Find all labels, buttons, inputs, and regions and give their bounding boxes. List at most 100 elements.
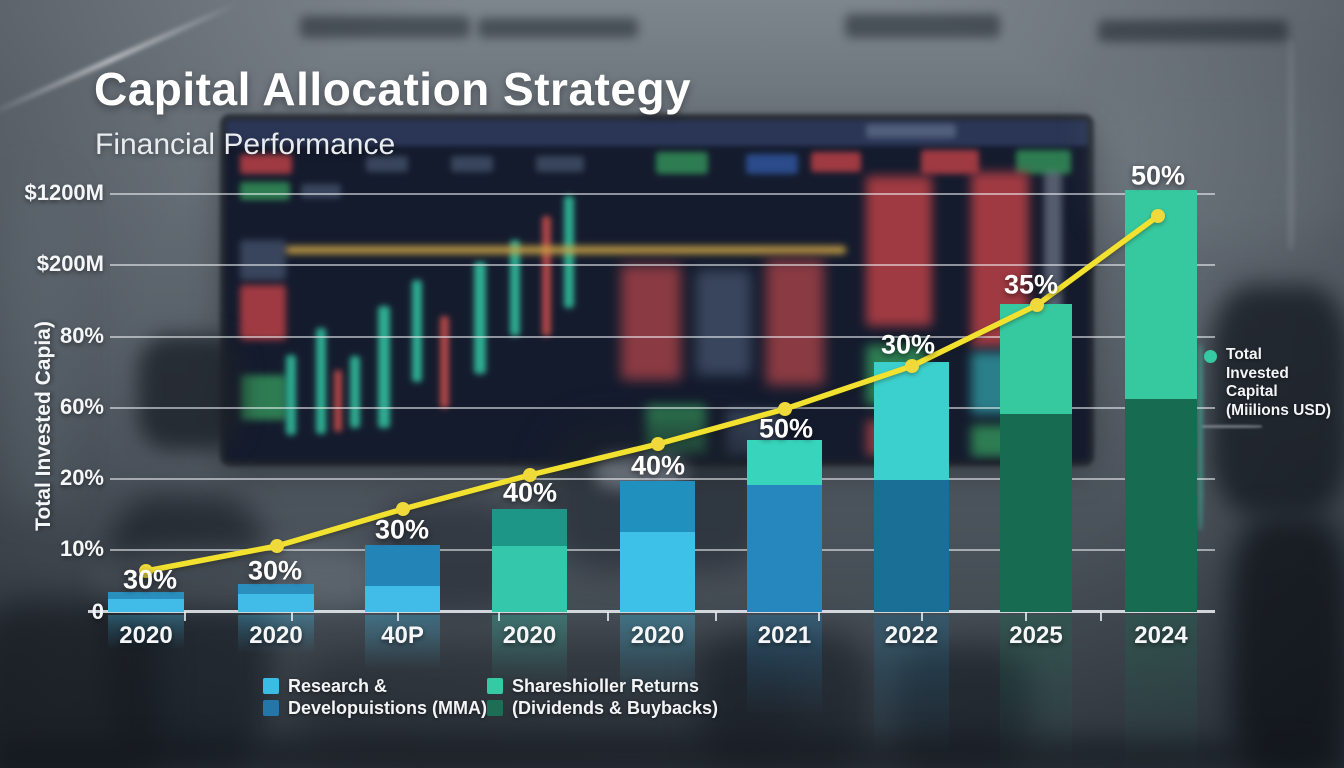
data-point-label: 30%: [880, 329, 936, 360]
stacked-bar: [874, 362, 949, 612]
screen-glow: [921, 150, 979, 174]
x-axis-tick: [818, 612, 820, 621]
legend-swatch: [487, 678, 503, 694]
bar-reflection: [492, 615, 567, 686]
data-point-label: 40%: [630, 450, 686, 481]
gridline: [110, 193, 1215, 195]
legend-row: Shareshioller Returns: [487, 675, 718, 697]
legend-marker-dot: [1204, 350, 1217, 363]
bar-segment: [1000, 414, 1072, 612]
bar-reflection: [1000, 615, 1072, 768]
legend-label: (Dividends & Buybacks): [512, 697, 719, 718]
legend-swatch: [263, 700, 279, 716]
room-shadow: [1198, 345, 1203, 530]
bar-reflection: [108, 615, 184, 649]
data-point-label: 35%: [1003, 269, 1059, 300]
bar-reflection: [620, 615, 695, 699]
bar-segment: [108, 592, 184, 599]
x-axis-tick: [921, 612, 923, 621]
bar-segment: [747, 440, 822, 485]
x-axis-label: 2021: [757, 622, 812, 649]
x-axis-tick: [498, 612, 500, 621]
bar-segment: [1125, 399, 1197, 612]
screen-glow: [746, 154, 798, 174]
stacked-bar: [747, 440, 822, 612]
stacked-bar: [492, 509, 567, 612]
legend-text: Total Invested Capital (Miilions USD): [1226, 346, 1344, 420]
screen-glow: [240, 154, 292, 174]
bar-segment: [620, 532, 695, 612]
legend-text-line: Total: [1226, 346, 1262, 363]
bar-segment: [492, 509, 567, 546]
legend-label: Research &: [288, 675, 388, 696]
legend-item: Shareshioller Returns (Dividends & Buybac…: [487, 675, 718, 719]
y-axis-tick-label: $1200M: [24, 180, 104, 205]
data-point-label: 50%: [758, 413, 814, 444]
bar-reflection: [874, 615, 949, 753]
legend-label: Shareshioller Returns: [512, 675, 700, 696]
x-axis-tick: [1100, 612, 1102, 621]
y-axis-tick-label: 60%: [59, 394, 104, 419]
legend-swatch: [263, 678, 279, 694]
screen-glow: [451, 156, 493, 172]
bar-reflection: [1125, 615, 1197, 768]
bar-segment: [747, 485, 822, 612]
bar-reflection: [238, 615, 314, 653]
x-axis-label: 2022: [884, 622, 939, 649]
bar-reflection: [747, 615, 822, 717]
screen-glow: [240, 182, 290, 200]
bar-segment: [365, 545, 440, 586]
ceiling-light: [845, 14, 1000, 38]
data-point-label: 50%: [1130, 160, 1186, 191]
legend-label: Developuistions (MMA): [288, 697, 488, 718]
x-axis-label: 2025: [1009, 622, 1063, 649]
bar-segment: [1125, 190, 1197, 399]
bar-segment: [238, 584, 314, 594]
stacked-bar: [1000, 304, 1072, 612]
data-point-label: 40%: [502, 477, 558, 508]
y-axis-tick-label: 20%: [59, 465, 104, 490]
x-axis-label: 2020: [249, 622, 303, 649]
ceiling-light: [1098, 20, 1288, 42]
page-title: Capital Allocation Strategy: [94, 63, 692, 115]
bar-segment: [874, 480, 949, 612]
stacked-bar: [1125, 190, 1197, 612]
x-axis-tick: [291, 612, 293, 621]
gridline: [110, 264, 1215, 266]
screen-glow: [811, 152, 861, 172]
page-subtitle: Financial Performance: [95, 128, 396, 161]
legend-text-line: (Miilions USD): [1226, 401, 1332, 419]
x-axis-tick: [397, 612, 399, 621]
legend-row: Research &: [263, 675, 487, 697]
room-shadow: [1230, 515, 1344, 768]
stacked-bar: [365, 545, 440, 612]
screen-glow: [656, 152, 708, 174]
bar-segment: [1000, 304, 1072, 414]
x-axis-label: 2020: [502, 622, 557, 649]
legend-row: (Dividends & Buybacks): [487, 697, 718, 719]
x-axis-tick: [715, 612, 717, 621]
y-axis-tick-label: $200M: [36, 251, 104, 276]
ceiling-light: [478, 18, 638, 38]
stacked-bar: [238, 584, 314, 612]
data-point-label: 30%: [122, 564, 178, 595]
screen-glow: [1016, 150, 1071, 174]
screen-glow: [536, 156, 584, 172]
x-axis-tick: [1025, 612, 1027, 621]
data-point-label: 30%: [374, 514, 430, 545]
x-axis-tick: [184, 612, 186, 621]
bar-segment: [238, 594, 314, 612]
bar-segment: [108, 599, 184, 612]
legend-total-invested-capital: Total Invested Capital (Miilions USD): [1204, 346, 1344, 420]
legend-row: Developuistions (MMA): [263, 697, 487, 719]
x-axis-label: 2024: [1134, 622, 1188, 649]
x-axis-label: 40P: [381, 622, 424, 649]
room-shadow: [1288, 40, 1294, 250]
bar-reflection: [365, 615, 440, 670]
x-axis-tick: [607, 612, 609, 621]
legend-swatch: [487, 700, 503, 716]
ceiling-light: [300, 16, 470, 38]
y-axis-tick-label: 80%: [59, 323, 104, 348]
bar-segment: [365, 586, 440, 612]
